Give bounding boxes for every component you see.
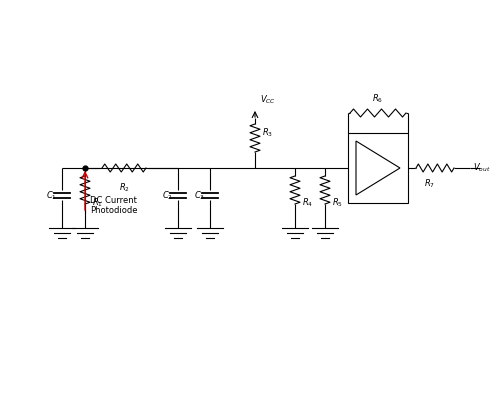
Text: $R_3$: $R_3$ (262, 127, 273, 139)
Text: $R_6$: $R_6$ (372, 93, 383, 105)
Text: $C_2$: $C_2$ (162, 190, 173, 202)
Text: $R_7$: $R_7$ (424, 178, 435, 191)
Text: $V_{out}$: $V_{out}$ (472, 162, 489, 174)
Bar (347, 133, 407, 203)
Text: $R_4$: $R_4$ (302, 197, 313, 209)
Text: DC Current: DC Current (90, 196, 137, 205)
Text: $C_3$: $C_3$ (193, 190, 204, 202)
Text: $R_1$: $R_1$ (92, 197, 103, 209)
Text: $R_5$: $R_5$ (331, 197, 342, 209)
Text: $R_2$: $R_2$ (118, 182, 129, 195)
Text: $V_{CC}$: $V_{CC}$ (260, 93, 276, 106)
Text: $C_1$: $C_1$ (46, 190, 57, 202)
Text: Photodiode: Photodiode (90, 206, 137, 215)
